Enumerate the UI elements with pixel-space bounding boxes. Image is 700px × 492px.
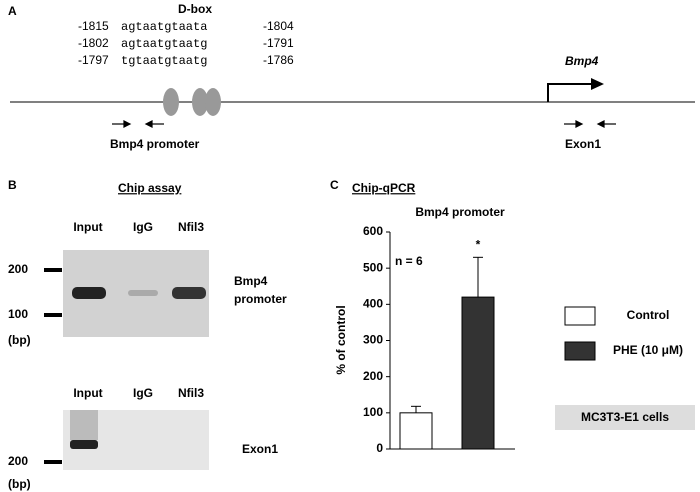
dbox-title: D-box <box>178 2 212 16</box>
seq-end: -1791 <box>263 36 294 50</box>
band <box>72 287 106 299</box>
band <box>172 287 206 299</box>
seq-start: -1802 <box>78 36 109 50</box>
gel-name: promoter <box>234 292 287 306</box>
legend-label: PHE (10 μM) <box>613 343 683 357</box>
smear <box>70 410 98 440</box>
legend-swatch <box>564 341 596 361</box>
panel-title: Chip assay <box>118 181 182 195</box>
bar <box>461 296 495 450</box>
promoter-label: Bmp4 promoter <box>110 137 200 151</box>
chart-title: Bmp4 promoter <box>415 205 505 219</box>
bar <box>399 412 433 450</box>
seq-start: -1797 <box>78 53 109 67</box>
seq-end: -1786 <box>263 53 294 67</box>
gel-name: Bmp4 <box>234 274 268 288</box>
cell-label: MC3T3-E1 cells <box>581 410 669 424</box>
dbox-site <box>205 88 221 116</box>
lane-label: Nfil3 <box>178 386 204 400</box>
lane-label: Input <box>73 386 102 400</box>
legend-swatch <box>564 306 596 326</box>
seq: agtaatgtaata <box>121 20 207 34</box>
y-tick-label: 200 <box>363 369 383 383</box>
marker-label: 100 <box>8 307 28 321</box>
seq-start: -1815 <box>78 19 109 33</box>
band <box>70 440 98 449</box>
y-tick-label: 100 <box>363 405 383 419</box>
y-axis-label: % of control <box>334 305 348 374</box>
legend-label: Control <box>627 308 670 322</box>
y-tick-label: 0 <box>376 441 383 455</box>
lane-label: Nfil3 <box>178 220 204 234</box>
panel-title: Chip-qPCR <box>352 181 416 195</box>
exon-label: Exon1 <box>565 137 601 151</box>
tss-arrow <box>547 83 592 102</box>
y-tick-label: 600 <box>363 224 383 238</box>
seq-end: -1804 <box>263 19 294 33</box>
panel-label: C <box>330 178 339 192</box>
panel-label: A <box>8 4 17 18</box>
sequences: -1815 agtaatgtaata -1804 -1802 agtaatgta… <box>78 19 294 68</box>
lane-label: IgG <box>133 220 153 234</box>
lane-label: Input <box>73 220 102 234</box>
y-tick-label: 400 <box>363 297 383 311</box>
band <box>128 290 158 296</box>
marker-dash <box>44 268 62 272</box>
gene-label: Bmp4 <box>565 54 599 68</box>
marker-dash <box>44 313 62 317</box>
marker-label: 200 <box>8 262 28 276</box>
marker-dash <box>44 460 62 464</box>
significance: * <box>476 237 481 251</box>
cell-box <box>555 405 695 430</box>
tss-arrowhead <box>591 78 604 90</box>
lane-label: IgG <box>133 386 153 400</box>
y-tick-label: 300 <box>363 333 383 347</box>
y-tick-label: 500 <box>363 260 383 274</box>
seq: agtaatgtaatg <box>121 37 207 51</box>
marker-label: 200 <box>8 454 28 468</box>
marker-unit: (bp) <box>8 333 31 347</box>
marker-unit: (bp) <box>8 477 31 491</box>
dbox-site <box>192 88 208 116</box>
annotation: n = 6 <box>395 254 423 268</box>
seq: tgtaatgtaatg <box>121 54 207 68</box>
dbox-site <box>163 88 179 116</box>
gel-name: Exon1 <box>242 442 278 456</box>
primers <box>112 120 616 128</box>
panel-label: B <box>8 178 17 192</box>
